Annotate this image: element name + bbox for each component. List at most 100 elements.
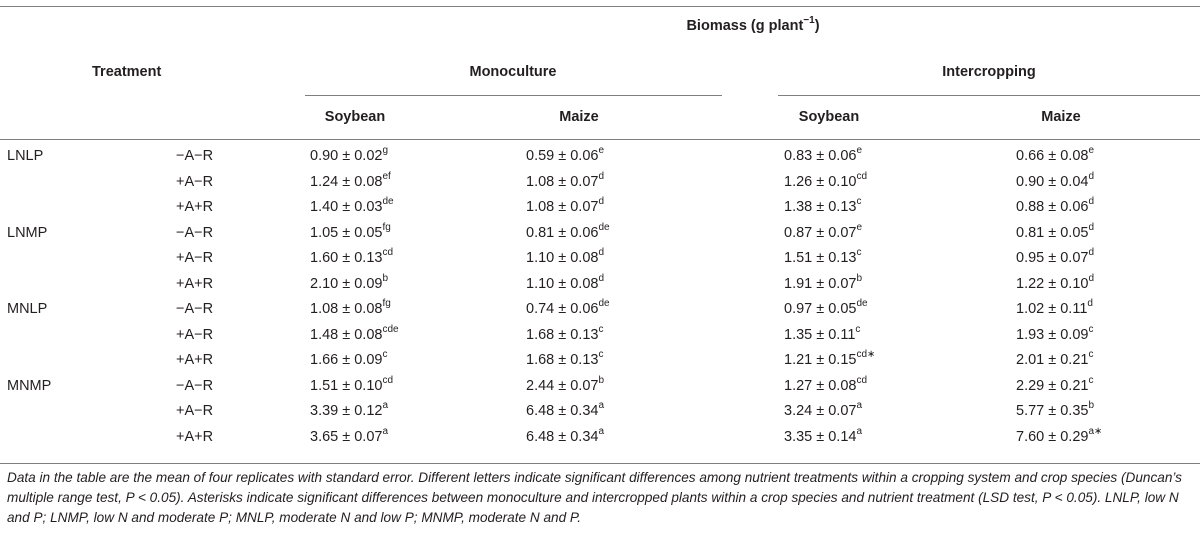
significance-letter: b [1088,400,1095,412]
value-text: 0.66 ± 0.08 [1016,148,1089,164]
treatment-sub-cell: +A+R [176,352,214,368]
treatment-sub-cell: −A−R [176,224,214,241]
value-cell: 1.91 ± 0.07b [784,272,863,293]
value-text: 7.60 ± 0.29 [1016,428,1089,445]
value-text: 0.83 ± 0.06 [784,148,857,164]
value-cell: 3.39 ± 0.12a [310,401,388,420]
value-text: 5.77 ± 0.35 [1016,403,1089,419]
significance-letter: de [856,298,868,310]
value-cell: 1.27 ± 0.08cd [784,374,868,395]
significance-letter: d [1087,298,1093,310]
header-rule [0,139,1200,140]
significance-letter: a [598,400,605,412]
value-cell: 2.44 ± 0.07b [526,374,605,395]
value-text: 0.90 ± 0.04 [1016,173,1089,190]
value-text: 0.95 ± 0.07 [1016,250,1089,266]
significance-letter: c [382,349,388,361]
column-header-mono-maize: Maize [559,109,599,125]
significance-letter: b [856,272,863,284]
column-header-inter-soybean: Soybean [798,109,860,125]
value-text: 1.66 ± 0.09 [310,352,383,368]
treatment-group-cell: LNLP [7,148,44,164]
value-text: 3.35 ± 0.14 [784,428,857,445]
value-cell: 1.51 ± 0.10cd [310,374,394,395]
treatment-sub-cell: +A−R [176,326,214,343]
significance-letter: fg [382,298,391,310]
value-text: 3.24 ± 0.07 [784,403,857,419]
significance-letter: d [1088,221,1095,233]
significance-letter: a [598,425,605,437]
value-text: 1.35 ± 0.11 [784,326,856,343]
significance-letter: ef [382,170,391,182]
treatment-sub-cell: −A−R [176,301,214,317]
value-text: 1.24 ± 0.08 [310,173,383,190]
treatment-sub-cell: −A−R [176,148,214,164]
value-text: 2.44 ± 0.07 [526,377,599,394]
value-cell: 5.77 ± 0.35b [1016,400,1095,420]
significance-letter: c [855,323,861,335]
value-cell: 1.10 ± 0.08d [526,273,604,293]
value-cell: 1.21 ± 0.15cd∗ [784,349,876,369]
value-cell: 0.90 ± 0.02g [310,146,388,165]
value-text: 1.68 ± 0.13 [526,352,599,368]
significance-letter: a [382,425,389,437]
significance-letter: c [1088,323,1094,335]
value-cell: 3.35 ± 0.14a [784,425,863,446]
value-text: 2.29 ± 0.21 [1016,377,1089,394]
monoculture-rule [305,95,722,96]
value-cell: 0.88 ± 0.06d [1016,197,1094,216]
significance-letter: cd [856,374,868,386]
value-cell: 1.60 ± 0.13cd [310,248,393,267]
value-cell: 1.05 ± 0.05fg [310,221,391,242]
treatment-sub-cell: +A+R [176,428,214,445]
significance-letter: d [598,196,605,208]
value-cell: 1.10 ± 0.08d [526,247,605,267]
value-cell: 0.74 ± 0.06de [526,299,610,318]
value-text: 0.97 ± 0.05 [784,301,857,317]
significance-letter: b [598,374,605,386]
significance-letter: d [598,170,605,182]
treatment-sub-cell: +A−R [176,250,214,266]
treatment-sub-cell: +A+R [176,275,214,292]
value-text: 1.05 ± 0.05 [310,224,383,241]
treatment-group-cell: LNMP [7,224,48,241]
monoculture-header: Monoculture [469,64,557,80]
significance-letter: a [856,425,863,437]
value-text: 1.02 ± 0.11 [1016,301,1088,317]
value-text: 1.38 ± 0.13 [784,199,857,215]
value-text: 3.65 ± 0.07 [310,428,383,445]
value-text: 1.10 ± 0.08 [526,275,599,292]
significance-letter: cd∗ [856,349,876,361]
value-cell: 2.01 ± 0.21c [1016,350,1093,369]
value-cell: 1.93 ± 0.09c [1016,323,1094,344]
value-cell: 0.90 ± 0.04d [1016,171,1094,191]
value-cell: 0.83 ± 0.06e [784,145,863,165]
value-cell: 0.95 ± 0.07d [1016,248,1094,267]
value-cell: 1.24 ± 0.08ef [310,170,391,191]
value-text: 0.88 ± 0.06 [1016,199,1089,215]
value-cell: 2.29 ± 0.21c [1016,375,1093,395]
value-text: 1.40 ± 0.03 [310,199,383,215]
treatment-sub-cell: +A+R [176,199,214,215]
treatment-group-cell: MNLP [7,301,48,317]
value-text: 1.51 ± 0.10 [310,377,383,394]
value-text: 1.51 ± 0.13 [784,250,857,266]
value-text: 1.60 ± 0.13 [310,250,383,266]
significance-letter: e [598,145,605,157]
significance-letter: e [856,145,863,157]
column-header-inter-maize: Maize [1041,109,1081,125]
significance-letter: fg [382,221,391,233]
value-text: 1.21 ± 0.15 [784,352,857,368]
value-text: 1.08 ± 0.07 [526,199,599,215]
value-cell: 0.66 ± 0.08e [1016,146,1094,165]
top-rule [0,6,1200,7]
value-text: 1.08 ± 0.08 [310,301,383,317]
significance-letter: cde [382,323,399,335]
significance-letter: cd [382,374,394,386]
significance-letter: de [382,196,394,208]
treatment-sub-cell: +A−R [176,403,214,419]
significance-letter: d [598,247,605,259]
value-text: 1.68 ± 0.13 [526,326,599,343]
value-text: 3.39 ± 0.12 [310,403,383,419]
